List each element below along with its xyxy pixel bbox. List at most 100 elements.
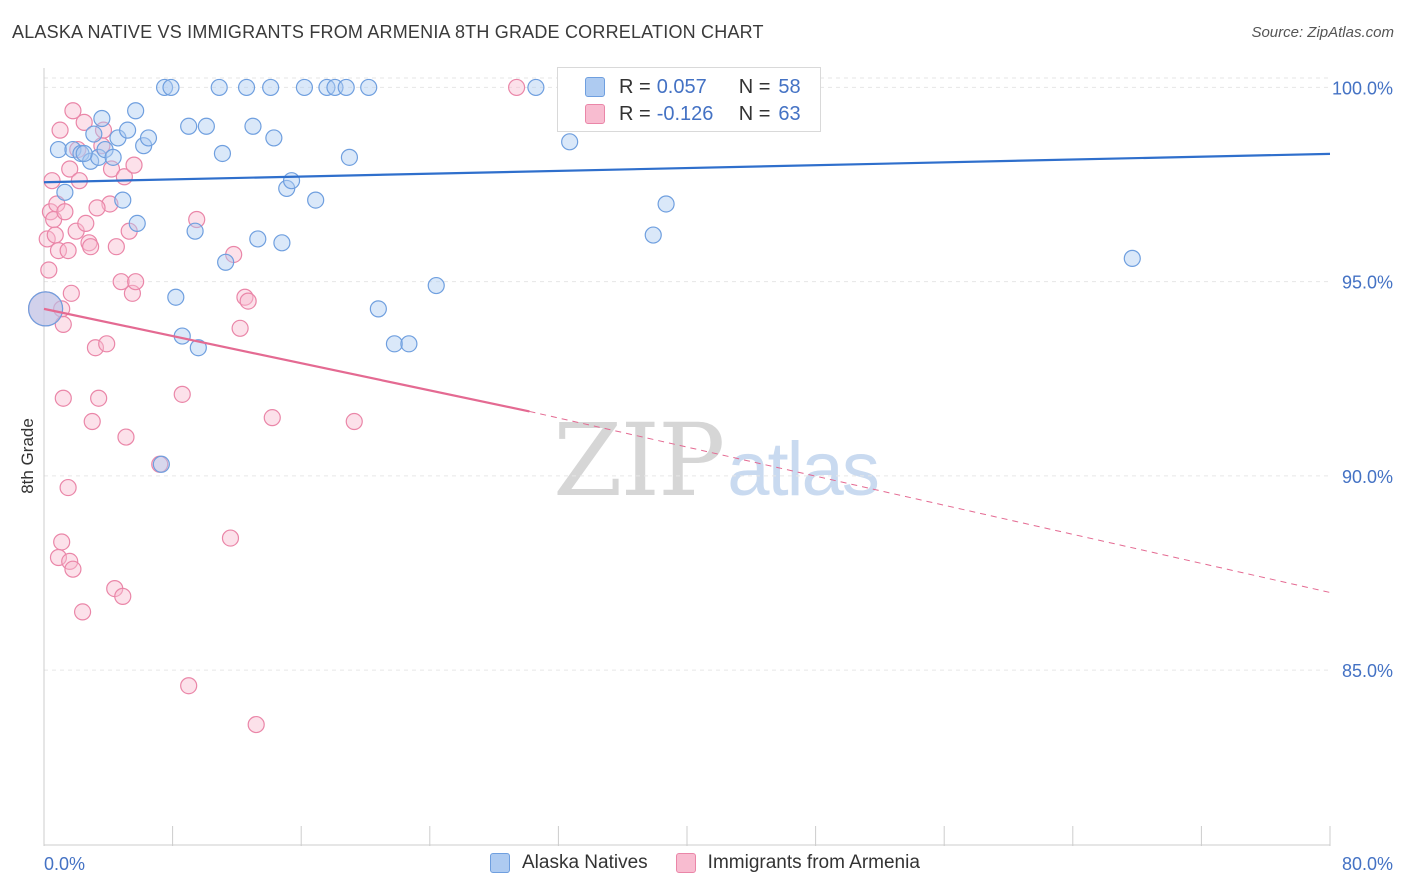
legend: R = 0.057 N = 58 R = -0.126 N = 63 [557,67,821,132]
alaska-point [167,288,185,306]
armenia-point [231,319,249,337]
armenia-point [180,677,198,695]
legend-n-value: 63 [778,102,801,125]
alaska-point [186,222,204,240]
armenia-point [86,339,105,357]
armenia-point [43,172,61,190]
armenia-point [49,548,68,567]
armenia-point [83,412,101,431]
chart-title: ALASKA NATIVE VS IMMIGRANTS FROM ARMENIA… [12,22,764,42]
alaska-point [189,339,207,357]
alaska-point [237,78,256,97]
alaska-point [118,121,137,139]
alaska-point [265,129,283,147]
alaska-point [561,133,579,151]
armenia-point [114,587,132,605]
alaska-point [139,129,158,147]
armenia-point [64,102,82,120]
alaska-point [400,335,418,353]
alaska-point [273,234,291,252]
alaska-point [128,214,146,232]
alaska-point [427,276,445,295]
bottom-legend-armenia: Immigrants from Armenia [675,852,920,874]
alaska-point [295,78,314,97]
alaska-point [282,172,301,190]
legend-n-label: N = [738,102,771,125]
watermark: ZIPatlas [553,402,880,519]
armenia-point [54,315,72,334]
armenia-point [61,160,79,178]
legend-r-label: R = [619,75,651,98]
alaska-point [155,78,174,97]
armenia-point [38,230,56,248]
armenia-point [59,241,77,260]
x-tick-label: 80.0% [1342,854,1393,874]
alaska-point [249,230,267,248]
armenia-point [263,409,281,427]
alaska-point [217,253,235,271]
armenia-point [117,428,135,446]
legend-r-label: R = [619,102,651,125]
bottom-legend-label-alaska: Alaska Natives [522,852,648,873]
bottom-legend-alaska: Alaska Natives [490,852,648,874]
alaska-point [64,140,82,159]
armenia-point [125,156,143,174]
armenia-point [508,78,526,97]
armenia-trend-line [529,410,1331,593]
legend-r-value: -0.126 [656,102,714,125]
alaska-point [657,195,675,213]
armenia-point [173,385,191,403]
y-tick-label: 90.0% [1342,467,1393,487]
watermark-atlas: atlas [727,427,880,512]
armenia-point [112,273,130,291]
armenia-point [88,199,106,217]
bottom-legend-swatch-blue [490,853,510,873]
alaska-point [162,78,180,97]
alaska-point [369,300,387,318]
armenia-point [53,533,71,551]
alaska-point [180,117,198,135]
alaska-point [114,191,132,209]
armenia-point [82,238,100,256]
y-tick-label: 100.0% [1332,78,1393,98]
legend-swatch-blue [585,77,605,97]
legend-n-value: 58 [778,75,801,98]
alaska-point [197,117,215,135]
armenia-point [101,195,119,213]
alaska-point [340,148,359,166]
alaska-point [360,78,378,97]
alaska-point [244,117,262,135]
alaska-point [127,102,145,120]
armenia-point [59,478,77,497]
armenia-point [247,715,265,734]
alaska-point [337,78,355,97]
armenia-point [64,560,82,578]
alaska-point [152,455,170,473]
y-axis-title: 8th Grade [18,418,37,494]
legend-row-alaska: R = 0.057 N = 58 [558,73,801,101]
armenia-point [107,238,125,256]
bottom-legend-swatch-pink [675,853,696,873]
alaska-point [85,125,103,143]
armenia-point [90,389,108,407]
armenia-point [221,529,240,547]
alaska-trend-line [43,152,1331,184]
armenia-point [345,412,363,431]
armenia-point [62,284,80,302]
alaska-point [56,183,74,201]
armenia-point [54,389,72,407]
legend-r-value: 0.057 [656,75,707,98]
legend-row-armenia: R = -0.126 N = 63 [558,100,801,128]
alaska-point [527,78,545,97]
alaska-point [104,148,122,166]
source-label: Source: ZipAtlas.com [1251,24,1394,41]
alaska-point [213,144,232,163]
armenia-point [56,203,74,221]
y-tick-label: 95.0% [1342,273,1393,293]
watermark-zip: ZIP [553,402,725,519]
alaska-point [644,226,662,244]
legend-n-label: N = [738,75,771,98]
armenia-point [98,335,116,353]
alaska-point [385,335,404,353]
